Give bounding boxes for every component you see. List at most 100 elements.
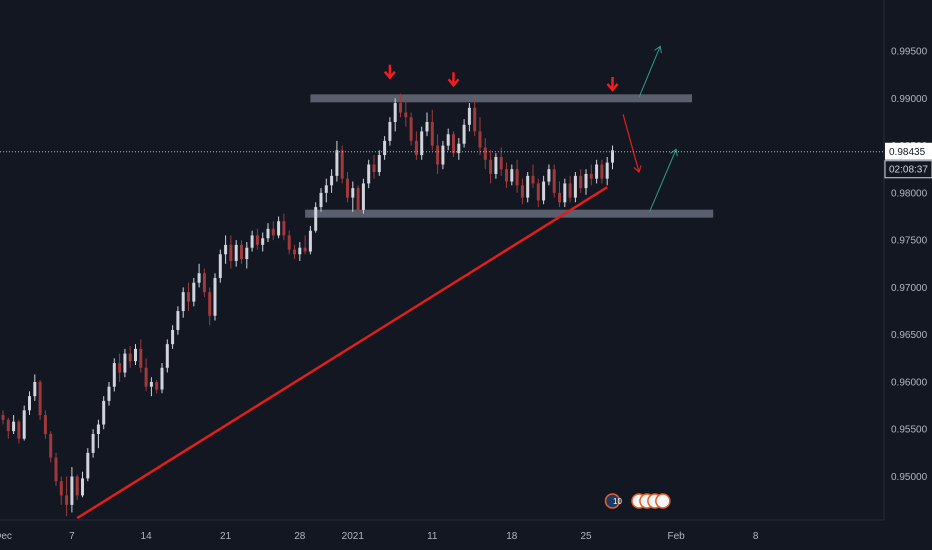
price-tick-label: 0.99000 [891,94,928,105]
candle-body [49,433,53,458]
candle-body [43,415,47,434]
candle-body [271,228,275,236]
candle-body [261,238,265,245]
time-tick-label: 18 [506,531,518,542]
candle-body [404,112,408,118]
candle-body [54,457,58,482]
time-tick-label: 8 [753,531,759,542]
candle-body [595,164,599,179]
price-tick-label: 0.96000 [891,377,928,388]
candle-body [346,178,349,198]
time-tick-label: 28 [294,531,306,542]
candle-body [499,156,503,170]
candle-body [351,188,355,198]
price-tick-label: 0.97000 [891,283,928,294]
candle-body [218,254,222,278]
candle-body [314,207,318,231]
candle-body [489,159,493,174]
candle-body [446,134,450,146]
countdown-tag-bg [884,160,932,179]
candle-body [367,164,371,184]
candle-body [208,292,212,316]
time-tick-label: 21 [220,531,232,542]
trendline[interactable] [76,186,608,520]
candle-body [12,421,16,432]
projection-down-arrow-head [633,165,642,174]
candle-body [409,117,413,141]
candle-body [330,175,334,186]
candle-body [65,495,69,505]
candle-body [134,348,137,362]
candle-body [245,247,249,260]
candle-body [436,145,440,165]
candle-body [250,235,254,248]
candle-body [107,386,111,401]
candle-body [202,273,206,293]
candle-body [70,476,74,505]
candle-body [187,292,190,302]
candle-body [229,244,233,261]
support-zone[interactable] [305,209,714,218]
time-tick-label: Feb [667,531,685,542]
price-tick-label: 0.98000 [891,188,928,199]
candle-body [573,175,577,198]
candle-body [579,175,583,189]
candle-body [6,419,10,432]
down-arrow-icon-head [447,78,460,88]
countdown-tag-value: 02:08:37 [889,165,928,176]
zones [305,94,714,218]
event-badge[interactable]: 10 [604,493,623,509]
price-tick-label: 0.97500 [891,236,928,247]
candle-body [91,433,95,453]
candle-body [589,173,593,179]
candle-body [102,400,106,425]
candle-body [123,353,127,373]
resistance-zone[interactable] [310,94,692,103]
down-arrow-icon-head [606,83,619,92]
candle-body [340,150,344,179]
projection-up-top-arrow[interactable] [638,46,661,98]
candle-body [176,311,180,330]
candle-body [388,121,392,141]
candle-body [542,181,546,201]
candle-body [335,150,339,176]
time-axis[interactable]: Dec 7 14 21 28 2021 11 18 25 Feb 8 [0,519,932,550]
candle-body [149,381,153,387]
time-tick-label: 25 [580,531,592,542]
candle-body [505,169,508,182]
price-tick-label: 0.95500 [891,425,928,436]
candle-body [224,244,228,255]
event-badges[interactable]: 10 2 3 3 3 [604,493,671,509]
candle-body [552,169,556,193]
candle-body [213,277,217,316]
candle-body [298,247,302,255]
event-badge-label: 10 [613,497,622,506]
candle-body [611,150,614,163]
projection-up-bottom-arrow[interactable] [649,149,677,212]
candle-body [128,353,132,362]
price-axis[interactable]: 0.995000.990000.985000.980000.975000.970… [883,0,932,550]
projection-up-top-arrow-head [654,45,662,54]
projection-down-arrow[interactable] [622,114,640,173]
candle-body [144,367,148,387]
event-badge[interactable]: 3 [655,493,671,509]
candle-body [361,183,365,210]
time-tick-label: 11 [427,531,438,542]
candle-body [473,107,477,132]
candle-body [81,478,84,496]
candle-body [171,329,175,345]
candle-body [605,162,609,179]
candle-body [139,348,143,368]
candle-body [430,121,434,146]
candle-body [457,143,461,154]
candle-body [22,410,26,439]
candle-body [112,363,116,387]
candle-body [563,183,567,203]
candle-body [478,131,482,148]
candle-body [383,140,387,156]
candle-body [28,396,31,411]
price-tags: 0.98435 02:08:37 [884,142,932,179]
candle-body [377,155,381,173]
